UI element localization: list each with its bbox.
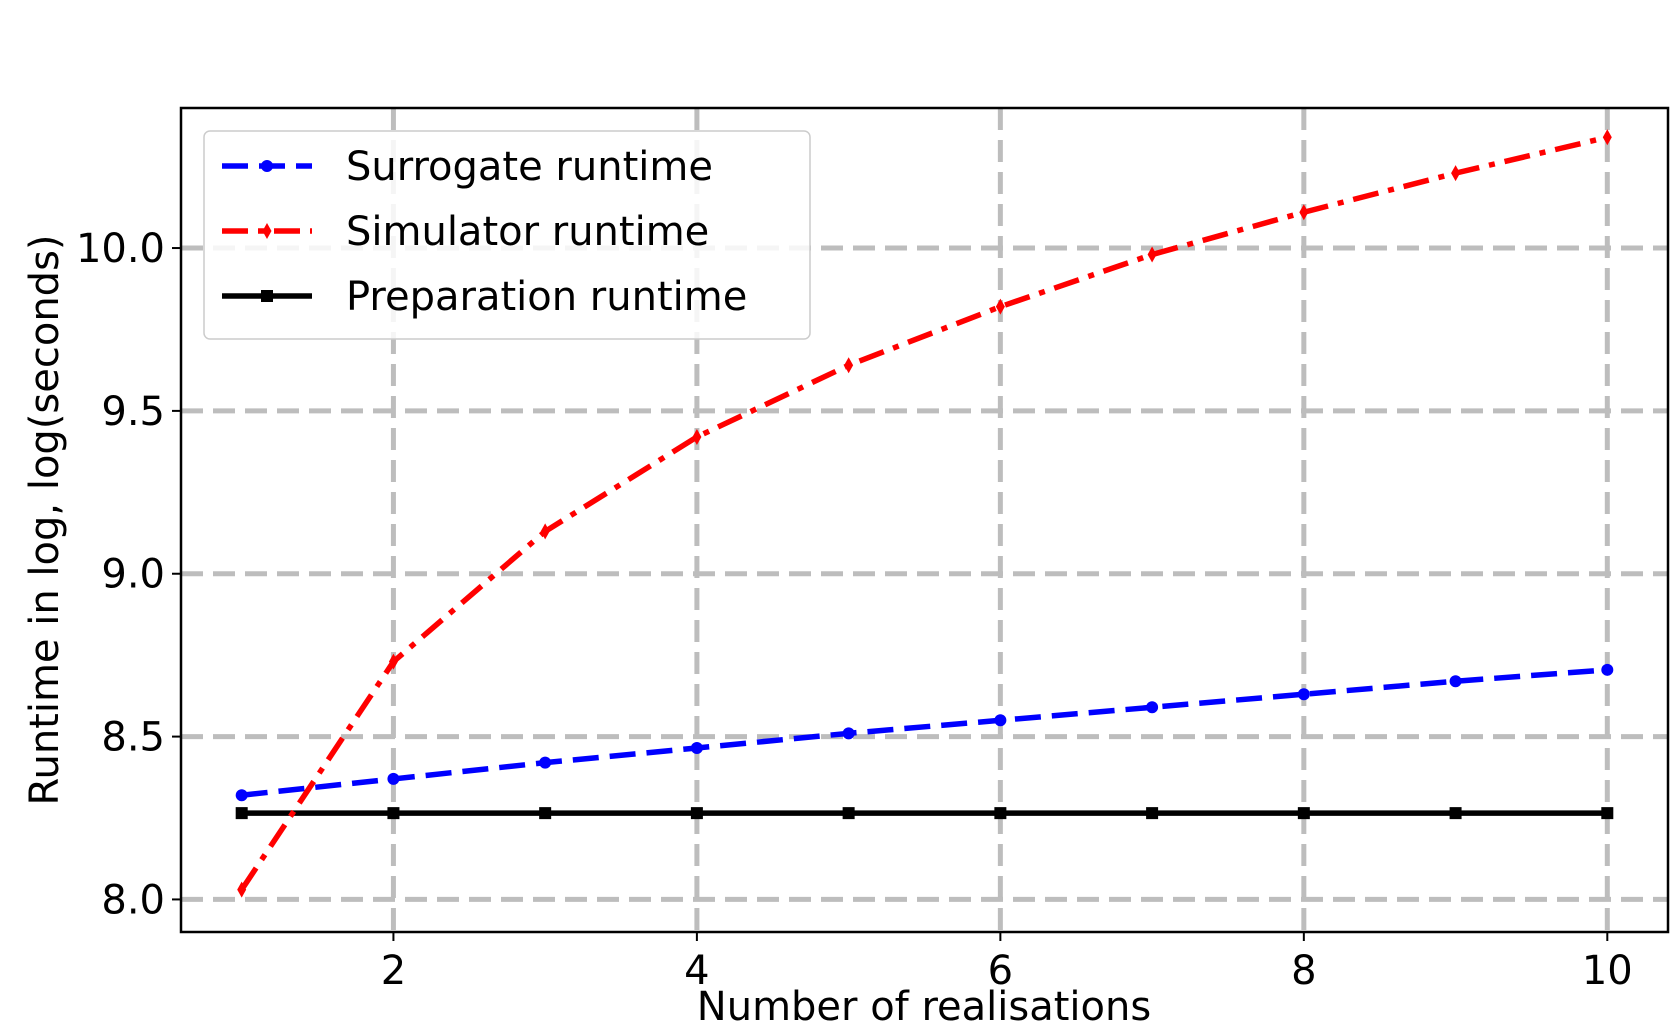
legend-entry: Simulator runtime xyxy=(222,209,709,255)
series-line xyxy=(239,134,1608,892)
data-point xyxy=(235,789,248,802)
data-point xyxy=(540,523,550,540)
axis-ticks: 2 4 6 8 10 8.0 8.5 9.0 9.5 10.0 xyxy=(76,226,1633,994)
data-point xyxy=(1602,129,1612,146)
data-point xyxy=(1297,807,1310,820)
y-tick-label: 8.5 xyxy=(101,715,165,761)
legend-label: Surrogate runtime xyxy=(346,144,713,190)
data-point xyxy=(235,807,248,820)
x-axis-label: Number of realisations xyxy=(697,984,1151,1030)
grid-lines xyxy=(181,108,1668,932)
data-point xyxy=(690,741,703,754)
data-point xyxy=(1147,246,1157,263)
data-point xyxy=(842,727,855,740)
data-point xyxy=(388,653,398,670)
series-lines xyxy=(235,129,1614,898)
x-tick-label: 8 xyxy=(1291,948,1316,994)
x-tick-label: 10 xyxy=(1582,948,1633,994)
x-tick-label: 6 xyxy=(988,948,1013,994)
legend-label: Simulator runtime xyxy=(346,209,709,255)
data-point xyxy=(1601,807,1614,820)
legend-marker xyxy=(261,290,273,302)
y-tick-label: 8.0 xyxy=(101,877,165,923)
y-tick-label: 9.0 xyxy=(101,552,165,598)
data-point xyxy=(387,807,400,820)
data-point xyxy=(1449,807,1462,820)
data-point xyxy=(994,807,1007,820)
data-point xyxy=(237,881,247,898)
legend: Surrogate runtime Simulator runtime Prepar… xyxy=(203,130,811,340)
legend-entry: Surrogate runtime xyxy=(222,144,713,190)
series-3 xyxy=(235,807,1614,820)
data-point xyxy=(1451,165,1461,182)
data-point xyxy=(1601,663,1614,676)
data-point xyxy=(995,298,1005,315)
data-point xyxy=(1299,204,1309,221)
data-point xyxy=(842,807,855,820)
data-point xyxy=(994,714,1007,727)
legend-label: Preparation runtime xyxy=(346,274,747,320)
y-axis-label: Runtime in log, log(seconds) xyxy=(22,234,68,805)
data-point xyxy=(1146,701,1159,714)
data-point xyxy=(1297,688,1310,701)
legend-marker xyxy=(261,160,273,172)
x-tick-label: 2 xyxy=(381,948,406,994)
data-point xyxy=(844,357,854,374)
data-point xyxy=(690,807,703,820)
data-point xyxy=(1449,675,1462,688)
data-point xyxy=(539,807,552,820)
series-line xyxy=(241,667,1608,798)
plot-frame xyxy=(179,106,1670,934)
y-tick-label: 9.5 xyxy=(101,389,165,435)
data-point xyxy=(387,772,400,785)
data-point xyxy=(1146,807,1159,820)
data-point xyxy=(692,428,702,445)
legend-entry: Preparation runtime xyxy=(222,274,747,320)
legend-box xyxy=(203,130,811,340)
x-tick-label: 4 xyxy=(684,948,709,994)
data-point xyxy=(539,756,552,769)
legend-marker xyxy=(262,223,272,239)
y-tick-label: 10.0 xyxy=(76,226,165,272)
series-1 xyxy=(235,663,1614,802)
series-2 xyxy=(237,129,1612,898)
